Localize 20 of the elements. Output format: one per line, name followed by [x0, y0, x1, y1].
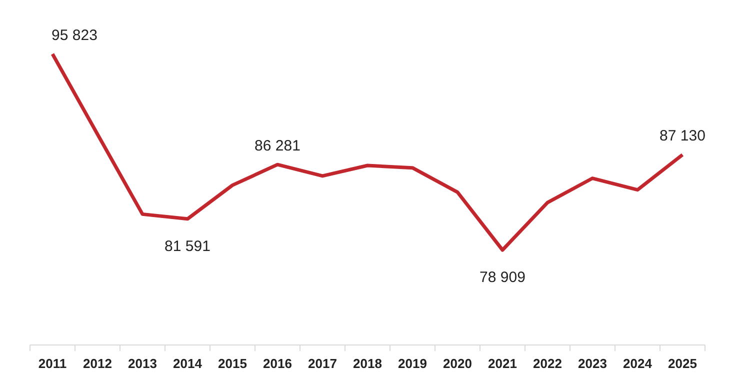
x-tick-label: 2022 — [533, 356, 562, 372]
x-tick-label: 2017 — [308, 356, 337, 372]
x-tick-label: 2014 — [173, 356, 203, 372]
data-label: 81 591 — [164, 238, 210, 255]
x-tick-label: 2019 — [398, 356, 427, 372]
x-tick-label: 2011 — [38, 356, 67, 372]
x-tick-label: 2025 — [668, 356, 697, 372]
x-tick-label: 2018 — [353, 356, 382, 372]
data-label: 87 130 — [660, 128, 706, 145]
x-tick-label: 2016 — [263, 356, 292, 372]
x-tick-label: 2013 — [128, 356, 157, 372]
x-tick-label: 2012 — [83, 356, 112, 372]
x-tick-label: 2015 — [218, 356, 247, 372]
x-tick-label: 2021 — [488, 356, 517, 372]
x-tick-label: 2024 — [623, 356, 653, 372]
x-tick-label: 2023 — [578, 356, 607, 372]
data-label: 86 281 — [254, 138, 300, 155]
data-label: 95 823 — [52, 27, 98, 44]
x-tick-label: 2020 — [443, 356, 472, 372]
data-label: 78 909 — [480, 269, 526, 286]
